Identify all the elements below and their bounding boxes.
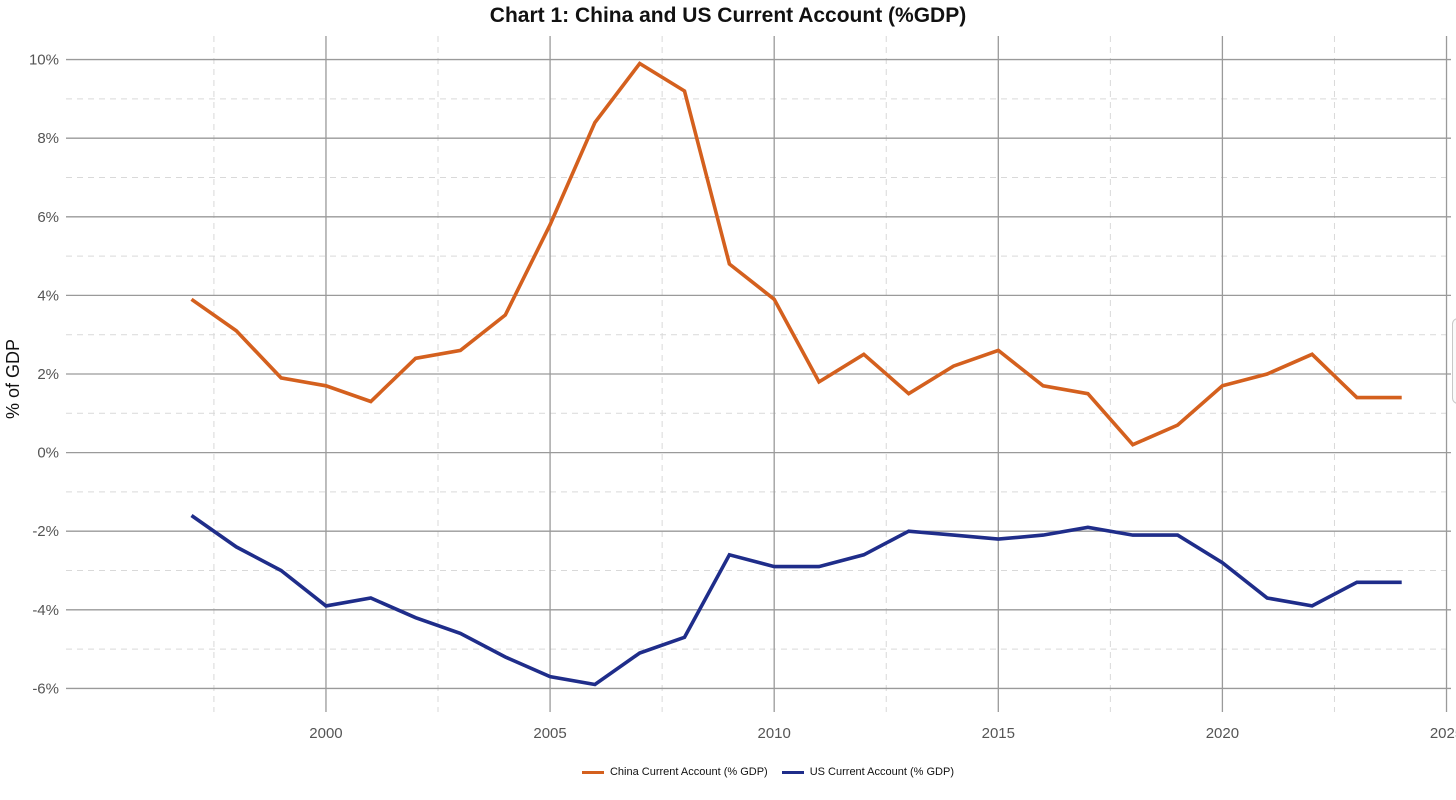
x-tick-label: 2010 <box>758 725 791 742</box>
y-tick-label: 2% <box>37 366 59 383</box>
window-edge-handle <box>1452 318 1456 404</box>
y-tick-label: -6% <box>32 680 59 697</box>
legend-label-us: US Current Account (% GDP) <box>809 766 954 778</box>
legend-item-china: China Current Account (% GDP) <box>581 766 768 778</box>
y-tick-label: -2% <box>32 523 59 540</box>
x-tick-label: 2015 <box>982 725 1015 742</box>
grid-major <box>66 36 1451 712</box>
y-tick-label: -4% <box>32 602 59 619</box>
x-axis-ticks: 2000 2005 2010 2015 2020 2025 <box>309 725 1456 742</box>
y-tick-label: 6% <box>37 209 59 226</box>
y-tick-label: 10% <box>29 52 59 69</box>
y-tick-label: 8% <box>37 130 59 147</box>
x-tick-label: 2020 <box>1206 725 1239 742</box>
chart-title: Chart 1: China and US Current Account (%… <box>489 4 967 27</box>
x-tick-label: 2025 <box>1430 725 1456 742</box>
x-tick-label: 2000 <box>309 725 342 742</box>
legend: China Current Account (% GDP) US Current… <box>0 766 1456 778</box>
y-axis-label: % of GDP <box>3 339 23 419</box>
legend-swatch-china <box>581 770 604 774</box>
series-line-us <box>190 514 1402 687</box>
legend-label-china: China Current Account (% GDP) <box>609 766 768 778</box>
y-axis-ticks: -6% -4% -2% 0% 2% 4% 6% 8% 10% <box>29 52 59 698</box>
legend-item-us: US Current Account (% GDP) <box>781 766 954 778</box>
grid-minor <box>66 36 1451 712</box>
series-line-china <box>190 61 1402 447</box>
x-tick-label: 2005 <box>533 725 566 742</box>
legend-swatch-us <box>781 770 804 774</box>
y-tick-label: 4% <box>37 287 59 304</box>
y-tick-label: 0% <box>37 445 59 462</box>
series-lines <box>190 61 1402 687</box>
